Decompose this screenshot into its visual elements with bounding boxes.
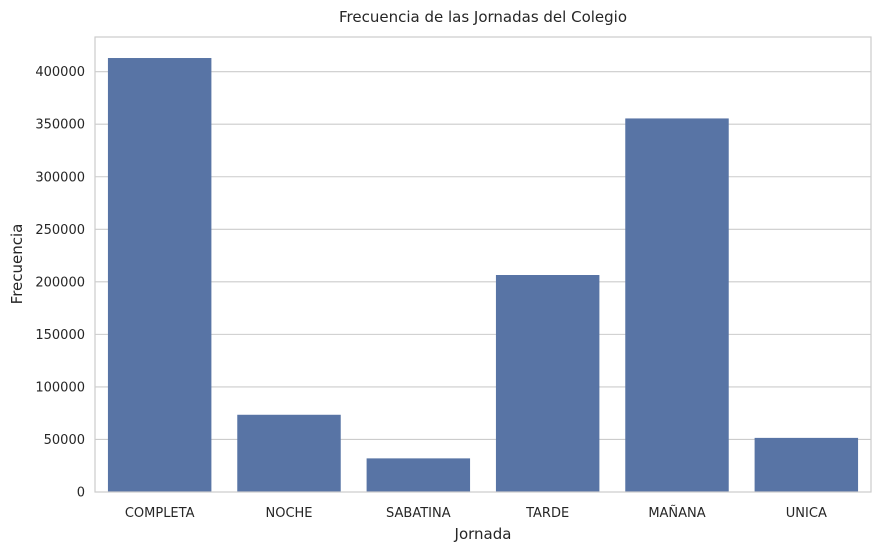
bar-mañana: [625, 118, 729, 492]
bar-completa: [107, 58, 212, 492]
bar-noche: [237, 414, 341, 492]
y-tick-label: 200000: [35, 275, 85, 290]
y-tick-labels: 0 50000 100000 150000 200000 250000 300000 3500…: [35, 65, 85, 500]
x-tick-label: TARDE: [525, 506, 569, 521]
chart-title: Frecuencia de las Jornadas del Colegio: [339, 8, 627, 26]
grid-lines: [95, 71, 871, 493]
plot-frame: [94, 36, 872, 493]
y-tick-label: 400000: [35, 65, 85, 80]
x-tick-label: UNICA: [786, 506, 827, 521]
y-tick-label: 300000: [35, 170, 85, 185]
x-tick-labels: COMPLETA NOCHE SABATINA TARDE MAÑANA UNICA: [125, 505, 827, 521]
y-tick-label: 150000: [35, 328, 85, 343]
y-axis-label: Frecuencia: [8, 224, 26, 305]
y-tick-label: 0: [77, 486, 85, 501]
x-tick-label: SABATINA: [386, 506, 451, 521]
x-tick-label: MAÑANA: [648, 505, 705, 521]
bars: [107, 58, 859, 492]
x-tick-label: NOCHE: [265, 506, 312, 521]
y-tick-label: 350000: [35, 118, 85, 133]
bar-tarde: [495, 275, 600, 492]
y-tick-label: 100000: [35, 380, 85, 395]
x-tick-label: COMPLETA: [125, 506, 195, 521]
y-tick-label: 50000: [44, 433, 85, 448]
bar-sabatina: [366, 458, 471, 492]
x-axis-label: Jornada: [454, 525, 512, 543]
y-tick-label: 250000: [35, 223, 85, 238]
bar-unica: [754, 437, 859, 492]
